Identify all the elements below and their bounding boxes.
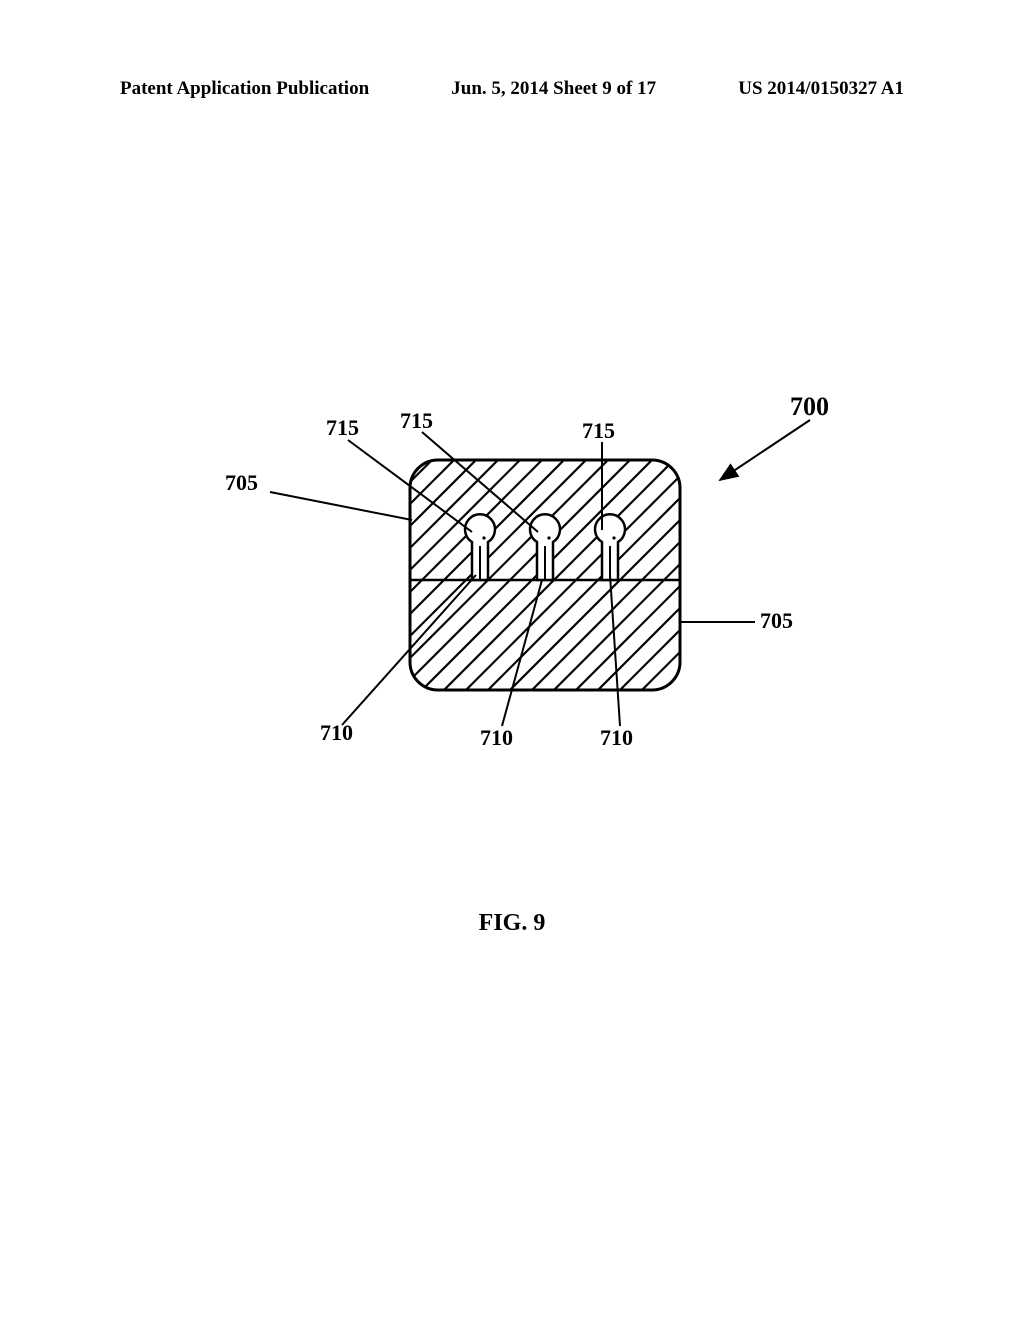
ref-label: 710 [480,725,513,750]
ref-label: 710 [320,720,353,745]
ref-label: 715 [326,415,359,440]
leader-line [502,580,542,726]
figure-9-svg: 700 715 715 715 705 705 710 710 710 [170,380,850,800]
figure-caption: FIG. 9 [0,910,1024,937]
page-header: Patent Application Publication Jun. 5, 2… [0,78,1024,100]
leader-line [720,420,810,480]
ref-label: 705 [760,608,793,633]
ref-label: 715 [400,408,433,433]
ref-label: 700 [790,392,829,421]
led-component [595,514,625,580]
led-component [530,514,560,580]
leader-line [610,575,620,726]
ref-label: 710 [600,725,633,750]
led-component [465,514,495,580]
ref-label: 705 [225,470,258,495]
header-center: Jun. 5, 2014 Sheet 9 of 17 [451,78,656,100]
ref-label: 715 [582,418,615,443]
figure-9: 700 715 715 715 705 705 710 710 710 [170,380,850,800]
header-right: US 2014/0150327 A1 [738,78,904,100]
leader-line [270,492,412,520]
header-left: Patent Application Publication [120,78,369,100]
